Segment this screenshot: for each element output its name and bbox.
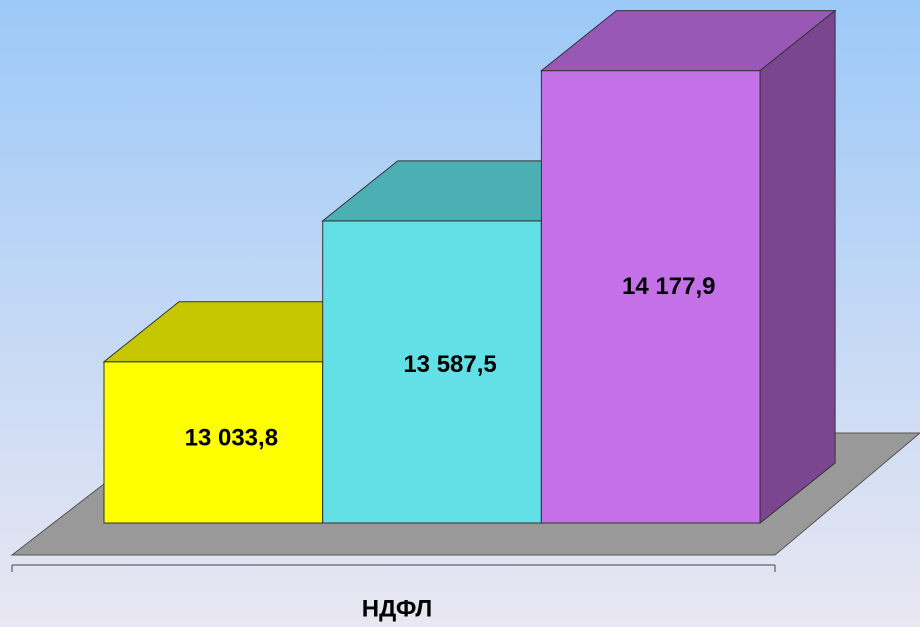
value-label: 13 587,5	[403, 351, 496, 378]
x-tick-label: НДФЛ	[362, 595, 433, 622]
value-label: 13 033,8	[185, 424, 278, 451]
bar-side	[759, 9, 836, 525]
value-label: 14 177,9	[622, 273, 715, 300]
